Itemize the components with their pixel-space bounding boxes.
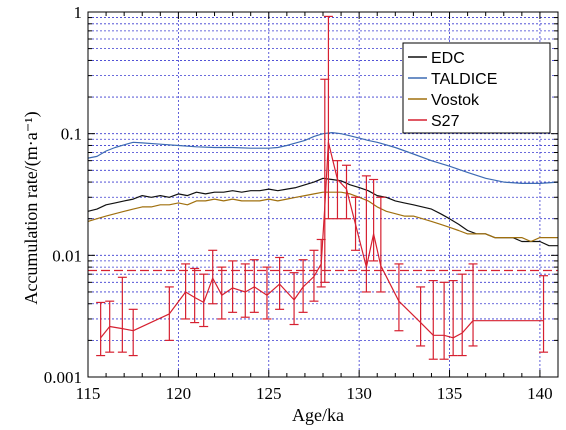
x-tick-label: 125 <box>256 384 282 403</box>
x-tick-label: 130 <box>346 384 372 403</box>
x-axis-label: Age/ka <box>292 405 344 425</box>
legend-label-edc: EDC <box>431 50 465 67</box>
tick-labels: 115 120 125 130 135 140 0.001 0.01 0.1 1 <box>44 3 553 403</box>
series-line-taldice <box>87 132 559 184</box>
legend-box <box>402 42 551 134</box>
series-layer <box>87 15 559 360</box>
legend-label-s27: S27 <box>431 113 460 130</box>
y-tick-label: 0.001 <box>44 368 82 387</box>
y-tick-label: 0.1 <box>61 125 82 144</box>
legend: EDC TALDICE Vostok S27 <box>402 42 551 134</box>
series-line-s27 <box>100 141 544 339</box>
legend-label-taldice: TALDICE <box>431 71 497 88</box>
series-line-vostok <box>87 191 558 243</box>
legend-label-vostok: Vostok <box>431 92 480 109</box>
x-tick-label: 140 <box>527 384 553 403</box>
y-axis-label: Accumulation rate/(m·a⁻¹) <box>21 111 42 304</box>
x-tick-label: 120 <box>166 384 192 403</box>
y-tick-label: 1 <box>74 3 83 22</box>
axis-ticks <box>87 11 559 378</box>
y-tick-label: 0.01 <box>52 246 82 265</box>
x-tick-label: 135 <box>437 384 463 403</box>
x-tick-label: 115 <box>76 384 101 403</box>
